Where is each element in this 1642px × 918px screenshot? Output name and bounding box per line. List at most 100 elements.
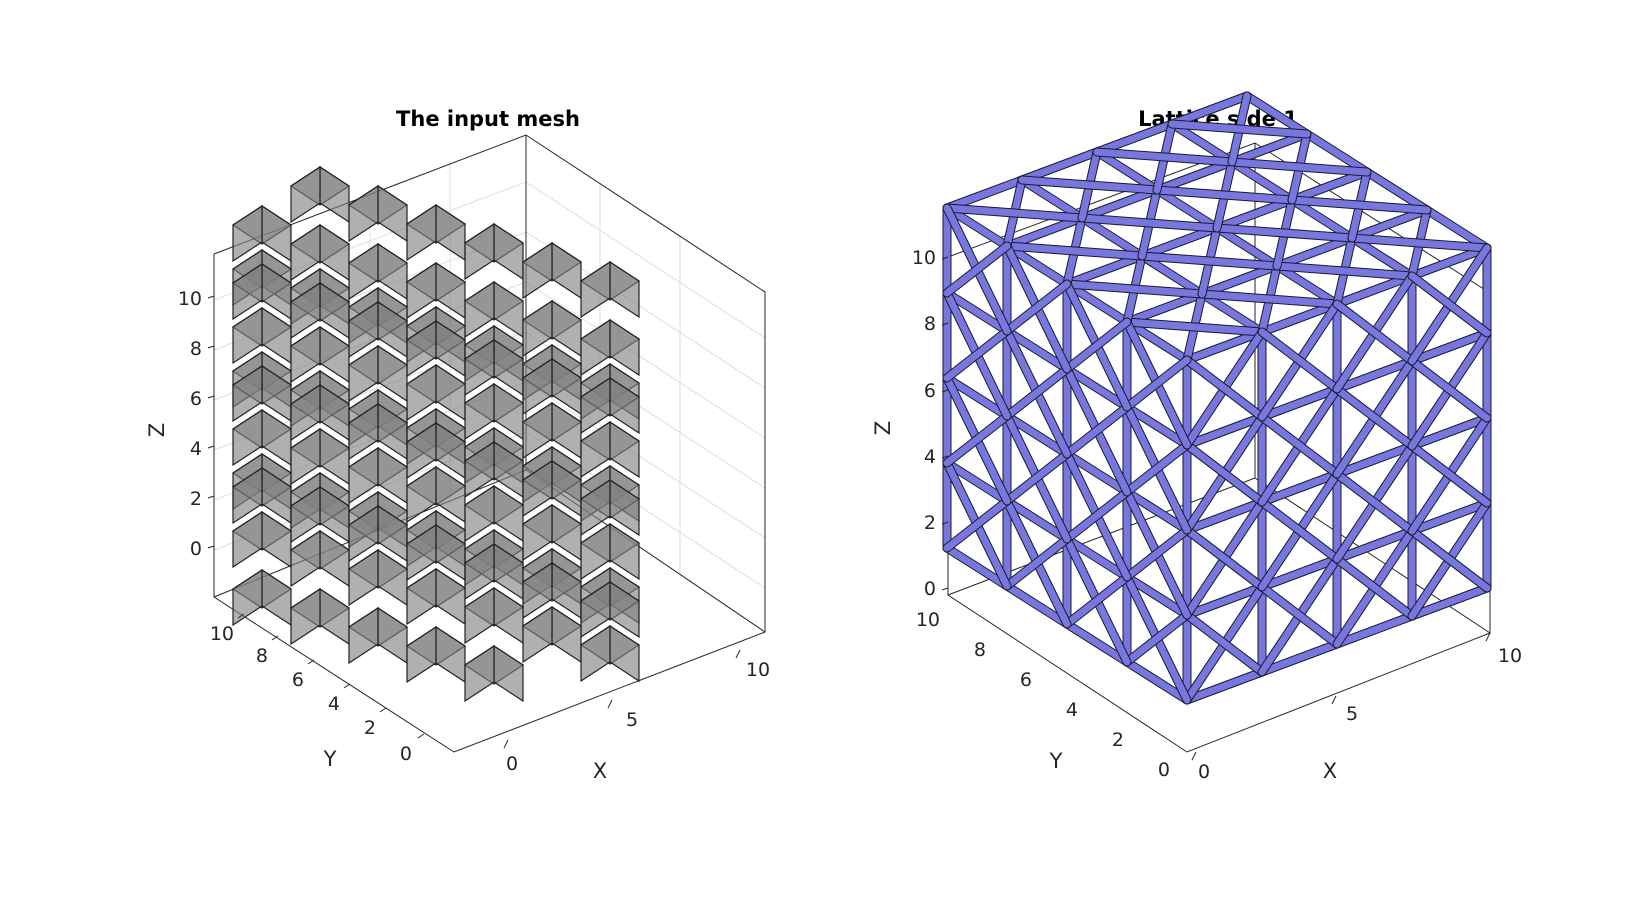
- y-axis-label: Y: [323, 747, 337, 771]
- mesh-cell: [347, 242, 409, 301]
- lattice-strut: [1183, 668, 1266, 704]
- lattice-strut: [943, 459, 1011, 505]
- mesh-cell: [405, 363, 467, 422]
- mesh-cell: [289, 281, 351, 340]
- mesh-cell: [231, 204, 293, 263]
- lattice-strut: [1003, 582, 1071, 628]
- y-tick: 10: [916, 609, 940, 631]
- lattice-strut: [1123, 441, 1191, 496]
- lattice-strut: [1093, 148, 1236, 166]
- mesh-cell: [405, 203, 467, 262]
- lattice-strut: [1333, 300, 1416, 365]
- lattice-strut: [1198, 290, 1266, 336]
- y-tick: 4: [1066, 699, 1078, 721]
- z-tick: 8: [924, 313, 936, 335]
- lattice-strut: [1348, 234, 1491, 252]
- mesh-cell: [405, 523, 467, 582]
- mesh-cell: [289, 587, 351, 646]
- mesh-cell: [463, 586, 525, 645]
- mesh-cell: [579, 478, 641, 537]
- lattice-strut: [1123, 611, 1191, 666]
- mesh-cell: [463, 484, 525, 543]
- lattice-strut: [1003, 214, 1086, 250]
- mesh-cell: [463, 440, 525, 499]
- mesh-cell: [347, 606, 409, 665]
- mesh-cell: [521, 459, 583, 518]
- lattice-strut: [943, 544, 1011, 590]
- lattice-strut: [1168, 120, 1311, 138]
- lattice-strut: [1183, 526, 1266, 591]
- lattice-strut: [1288, 168, 1371, 204]
- lattice-strut: [1258, 640, 1341, 676]
- lattice-strut: [1003, 242, 1071, 288]
- z-axis-label: Z: [145, 423, 169, 437]
- lattice-strut: [1063, 488, 1131, 543]
- lattice-strut: [1138, 252, 1281, 270]
- lattice-strut: [1168, 120, 1236, 166]
- x-tick: 5: [626, 709, 638, 731]
- lattice-strut: [1408, 499, 1491, 535]
- lattice-strut: [1408, 584, 1491, 620]
- lattice-strut: [943, 242, 1011, 297]
- lattice-strut: [1063, 365, 1131, 411]
- lattice-strut: [1123, 318, 1266, 336]
- mesh-cell: [579, 318, 641, 377]
- lattice-strut: [1423, 206, 1491, 252]
- lattice-strut: [1273, 234, 1356, 270]
- mesh-cell: [347, 184, 409, 243]
- mesh-cell: [463, 280, 525, 339]
- lattice-strut: [1003, 242, 1146, 260]
- mesh-cell: [463, 644, 525, 703]
- z-tick: 6: [924, 380, 936, 402]
- lattice-strut: [1333, 272, 1416, 308]
- lattice-ticks: [941, 256, 1491, 761]
- lattice-strut: [1003, 535, 1071, 590]
- input-mesh-axes: The input mesh: [145, 107, 770, 783]
- lattice-strut: [1348, 206, 1431, 242]
- mesh-cell: [289, 223, 351, 282]
- lattice-strut: [1003, 280, 1071, 335]
- lattice-strut: [1003, 327, 1071, 373]
- lattice-strut: [1123, 403, 1191, 449]
- lattice-strut: [1078, 214, 1221, 232]
- mesh-cell: [579, 522, 641, 581]
- lattice-struts: [942, 91, 1492, 705]
- mesh-cell: [231, 568, 293, 627]
- lattice-strut: [1183, 413, 1266, 449]
- lattice-strut: [1408, 244, 1491, 280]
- lattice-strut: [1153, 158, 1236, 194]
- z-tick: 0: [924, 578, 936, 600]
- x-tick: 10: [1498, 645, 1522, 667]
- mesh-cell: [405, 421, 467, 480]
- lattice-strut: [1123, 658, 1191, 704]
- lattice-strut: [1063, 573, 1131, 628]
- z-tick: 4: [924, 446, 936, 468]
- lattice-strut: [1408, 414, 1491, 450]
- mesh-cell: [347, 402, 409, 461]
- mesh-cell: [347, 300, 409, 359]
- input-mesh-ticks: [207, 295, 741, 749]
- x-tick: 0: [506, 753, 518, 775]
- lattice-strut: [1078, 186, 1161, 222]
- lattice-strut: [1258, 583, 1341, 648]
- x-tick: 10: [746, 659, 770, 681]
- lattice-strut: [943, 412, 1011, 467]
- lattice-strut: [1123, 318, 1191, 364]
- lattice-strut: [1213, 196, 1296, 232]
- z-tick: 8: [190, 338, 202, 360]
- mesh-cell: [521, 357, 583, 416]
- lattice-strut: [1018, 176, 1161, 194]
- lattice-strut: [1123, 488, 1191, 534]
- mesh-cell: [405, 319, 467, 378]
- mesh-cell: [289, 383, 351, 442]
- lattice-strut: [1228, 130, 1311, 166]
- lattice-strut: [1063, 450, 1131, 496]
- mesh-cell: [521, 241, 583, 300]
- y-tick: 2: [1112, 729, 1124, 751]
- lattice-strut: [1183, 328, 1266, 364]
- lattice-strut: [1408, 442, 1491, 507]
- lattice-strut: [1078, 214, 1146, 260]
- mesh-cell: [347, 504, 409, 563]
- mesh-cell: [463, 222, 525, 281]
